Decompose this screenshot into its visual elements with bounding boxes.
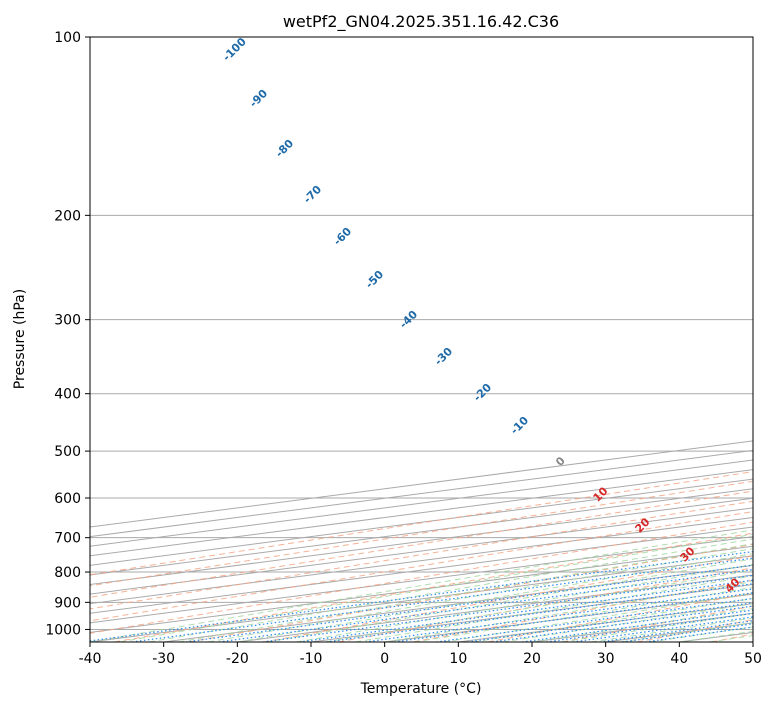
y-axis-title: Pressure (hPa) [12,289,28,389]
y-tick-label: 300 [54,313,81,329]
mixing-ratio-line [90,550,753,642]
dry-adiabat-line [90,521,753,634]
y-tick-label: 500 [54,444,81,460]
isotherm-line [90,526,753,614]
x-tick-label: 20 [523,651,541,667]
x-tick-label: -30 [152,651,175,667]
moist-adiabat-line [325,569,753,642]
x-tick-label: 30 [597,651,615,667]
isotherm-line [90,507,753,595]
dry-adiabat-line [487,592,753,642]
plot-frame [89,36,754,643]
dry-adiabat-line [263,555,753,642]
x-tick-label: -20 [226,651,249,667]
x-tick-label: 50 [744,651,762,667]
y-tick-label: 700 [54,531,81,547]
isotherm-line [90,536,753,624]
x-tick-label: 10 [449,651,467,667]
y-tick-label: 900 [54,595,81,611]
moist-adiabat-line [473,597,753,642]
y-tick-label: 100 [54,30,81,46]
isotherm-line [90,469,753,557]
mixing-ratio-line [394,592,753,642]
moist-adiabat-line [266,558,753,642]
y-tick-label: 800 [54,565,81,581]
moist-adiabat-line [384,581,753,642]
isotherm-line [90,478,753,566]
y-tick-label: 400 [54,387,81,403]
dry-adiabat-line [188,543,753,642]
y-tick-label: 200 [54,208,81,224]
mixing-ratio-line [365,588,753,642]
mixing-ratio-line [467,602,753,642]
background-lines [90,37,753,642]
dry-adiabat-line [90,511,753,622]
chart-title: wetPf2_GN04.2025.351.16.42.C36 [283,12,559,32]
isotherm-line [90,497,753,586]
x-tick-label: 0 [380,651,389,667]
moist-adiabat-line [296,563,753,642]
isotherm-line [90,459,753,547]
x-axis-title: Temperature (°C) [360,681,482,697]
x-tick-label: -10 [300,651,323,667]
y-tick-label: 600 [54,491,81,507]
isotherm-line [90,488,753,576]
mixing-ratio-line [436,597,753,642]
x-tick-label: -40 [79,651,102,667]
y-tick-label: 1000 [45,622,81,638]
axis-ticks: -40 -30 -20 -10 0 10 20 30 40 50 100 200 300 400 500 60… [45,30,762,667]
x-tick-label: 40 [670,651,688,667]
